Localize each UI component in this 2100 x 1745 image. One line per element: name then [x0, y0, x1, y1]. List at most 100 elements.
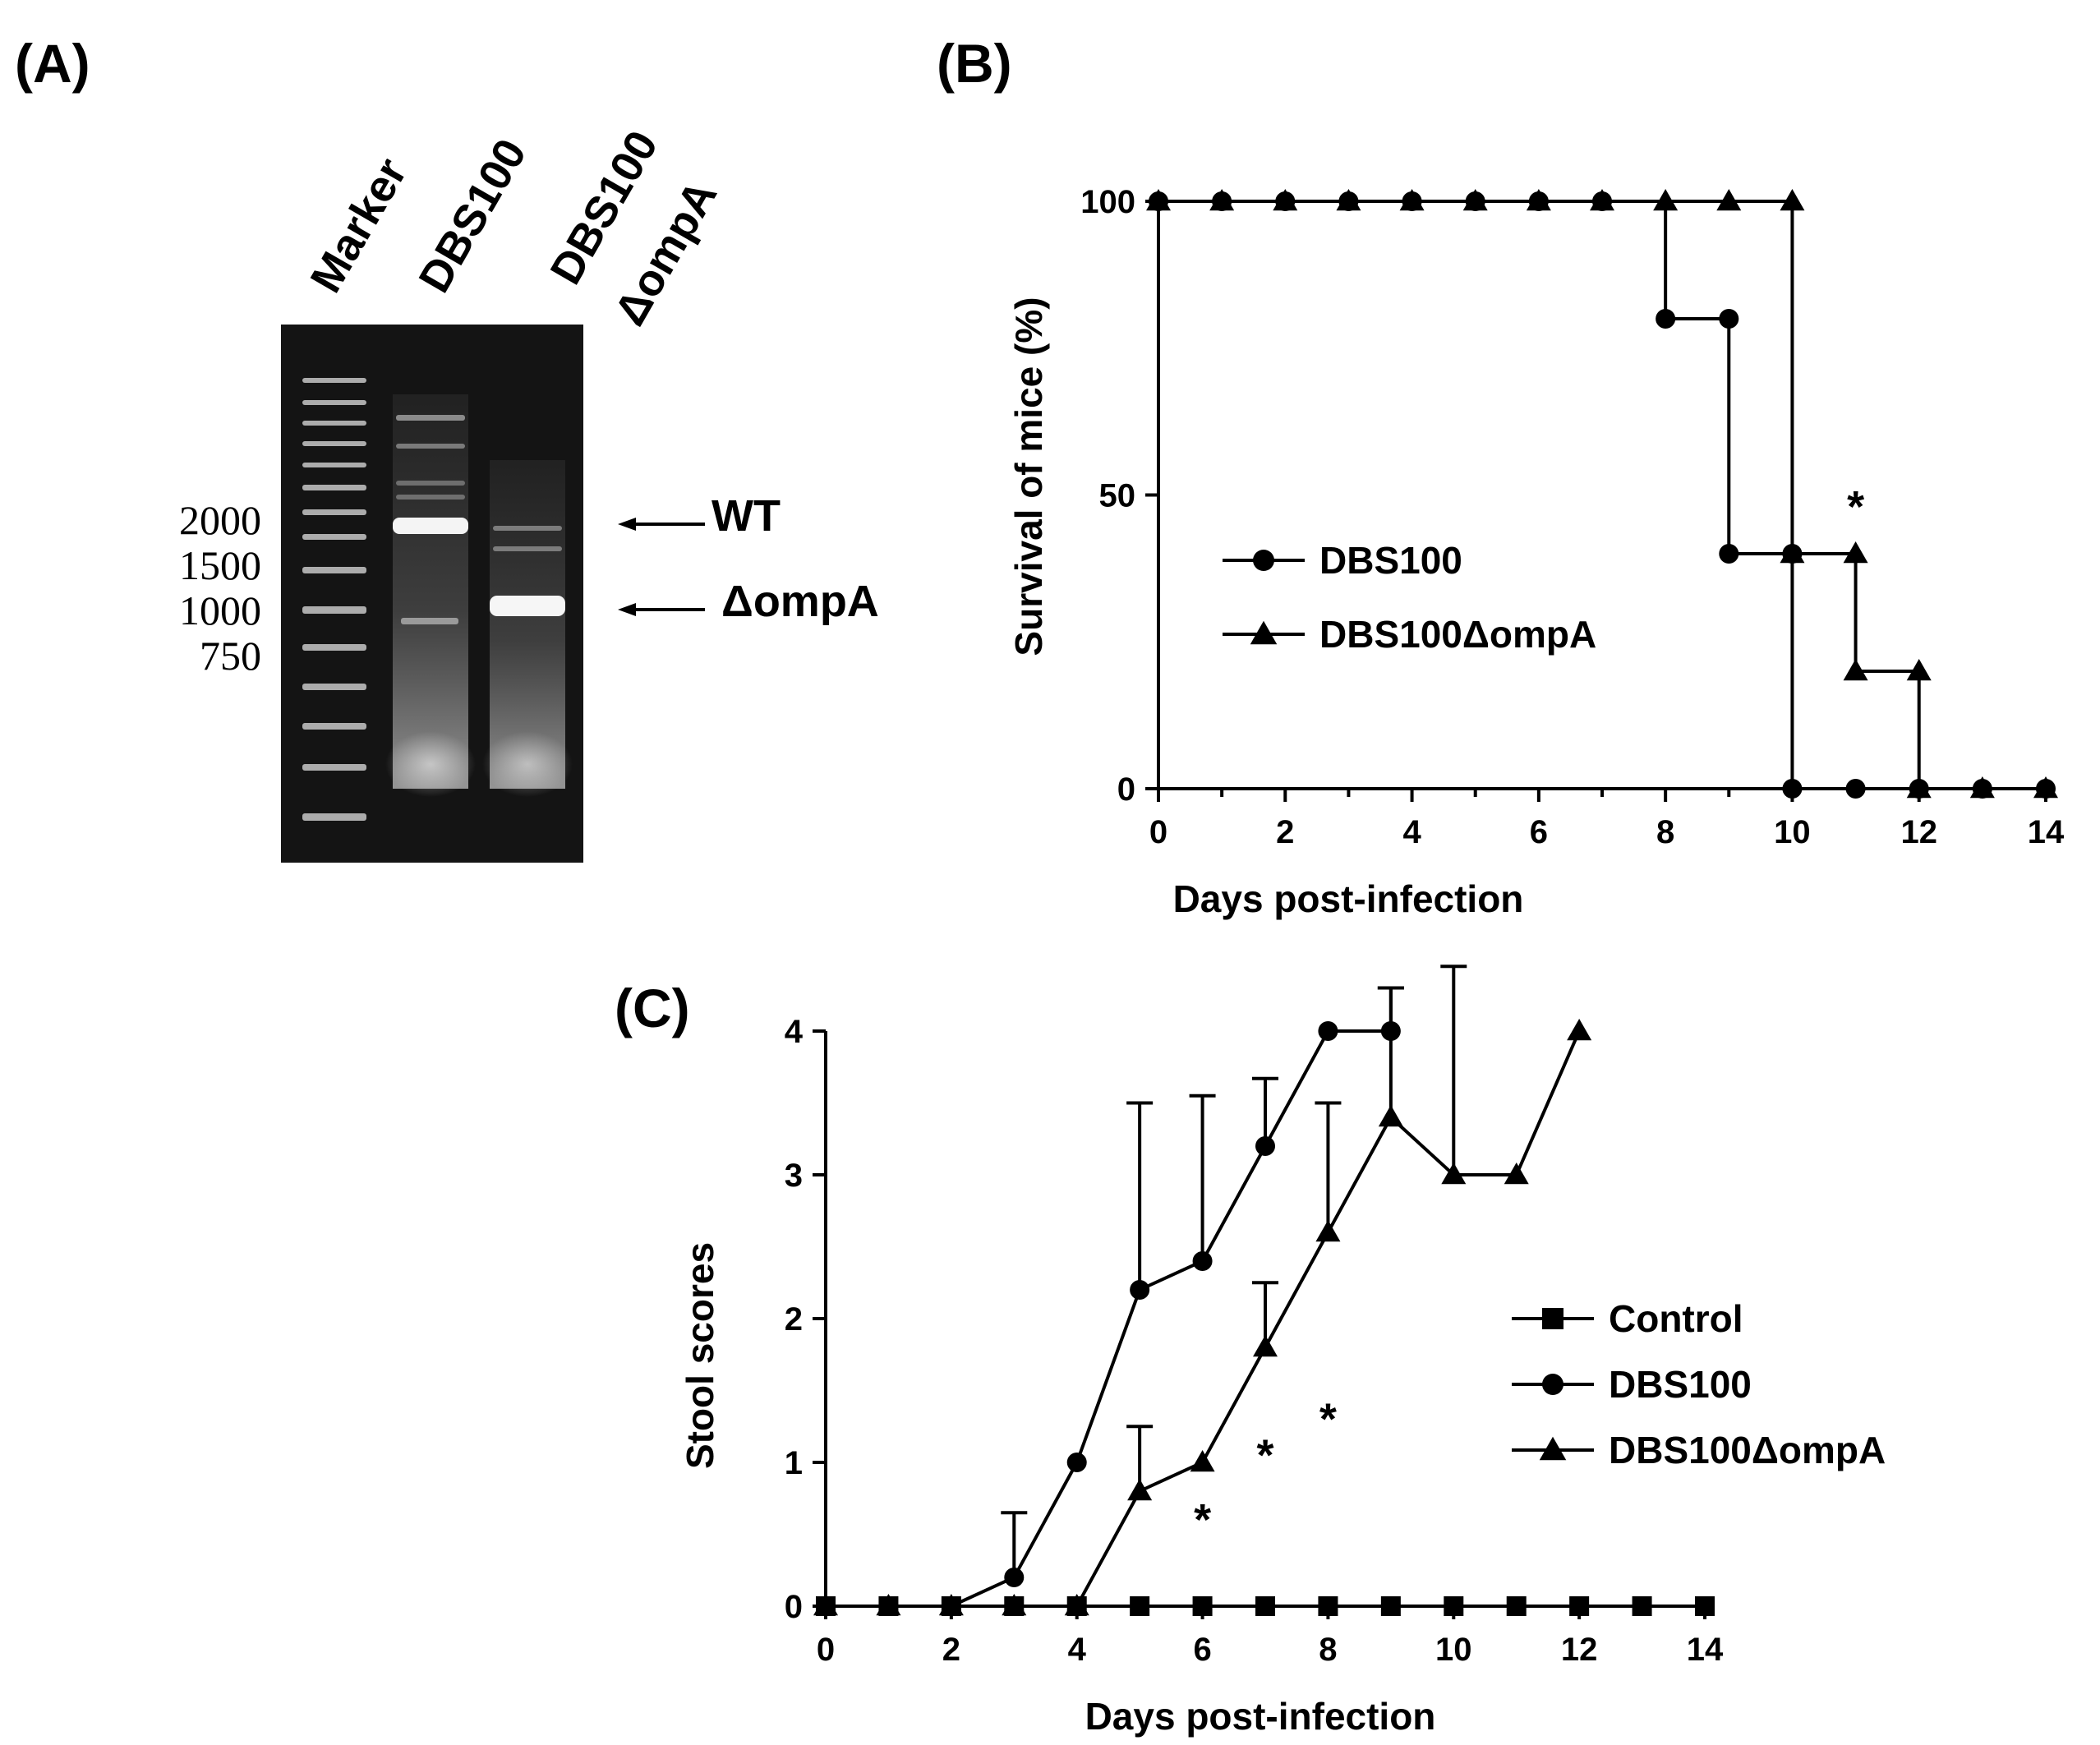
legend-marker: [1542, 1308, 1563, 1329]
lane-label-marker: Marker: [301, 150, 417, 301]
legend-marker: [1250, 620, 1278, 645]
data-point: [1444, 1596, 1464, 1616]
y-tick-label: 0: [785, 1589, 803, 1625]
series-line-dbs100-ompa: [1158, 200, 2046, 790]
data-point: [938, 1594, 964, 1616]
data-point: [1192, 1251, 1213, 1271]
x-tick-label: 6: [1193, 1632, 1211, 1668]
panel-c: (C) Stool scores Days post-infection 0 2 4…: [615, 965, 1886, 1738]
data-point: [1441, 1163, 1467, 1185]
data-point: [1315, 1220, 1341, 1242]
data-point: [813, 1594, 838, 1616]
legend-label: Control: [1609, 1297, 1743, 1340]
data-point: [1004, 1568, 1025, 1587]
y-tick-label: 1: [785, 1445, 803, 1481]
y-tick-label: 2: [785, 1301, 803, 1338]
wt-band: [393, 518, 468, 534]
data-point: [1002, 1594, 1027, 1616]
x-tick-label: 14: [2028, 814, 2065, 850]
wt-arrow: [618, 518, 705, 531]
data-point: [1969, 776, 1995, 799]
data-point: [1567, 1019, 1592, 1041]
y-tick-label: 100: [1080, 184, 1135, 220]
data-point: [1130, 1280, 1150, 1300]
ompa-arrow: [618, 603, 705, 616]
data-point: [1845, 779, 1866, 799]
x-tick-label: 2: [1276, 814, 1294, 850]
data-point: [1843, 659, 1868, 681]
data-point: [1190, 1450, 1215, 1472]
data-point: [1130, 1596, 1150, 1616]
x-tick-label: 8: [1656, 814, 1674, 850]
data-point: [1656, 309, 1676, 329]
data-point: [1526, 189, 1551, 211]
panel-b-label: (B): [937, 33, 1012, 94]
data-point: [1273, 189, 1298, 211]
data-point: [1716, 189, 1742, 211]
data-point: [1782, 779, 1803, 799]
data-point: [876, 1594, 901, 1616]
x-axis-title: Days post-infection: [1085, 1695, 1436, 1738]
legend-label: DBS100ΔompA: [1609, 1429, 1886, 1471]
x-tick-label: 14: [1687, 1632, 1724, 1668]
data-point: [1906, 659, 1932, 681]
marker-size-1500: 1500: [179, 542, 261, 588]
data-point: [1590, 189, 1614, 211]
legend: Control DBS100 DBS100ΔompA: [1512, 1297, 1886, 1471]
x-tick-label: 0: [1149, 814, 1167, 850]
stool-chart: Stool scores Days post-infection 0 2 4 6 8 10…: [679, 965, 1886, 1738]
data-point: [1719, 309, 1739, 329]
data-point: [1653, 189, 1679, 211]
legend: DBS100 DBS100ΔompA: [1223, 539, 1596, 656]
x-tick-label: 10: [1435, 1632, 1472, 1668]
significance-marker: *: [1256, 1430, 1273, 1480]
legend-label: DBS100: [1319, 539, 1462, 582]
legend-label: DBS100: [1609, 1363, 1752, 1406]
x-tick-label: 10: [1774, 814, 1811, 850]
data-point: [1399, 189, 1425, 211]
data-point: [1695, 1596, 1715, 1616]
wt-band-label: WT: [712, 491, 781, 541]
x-tick-label: 4: [1068, 1632, 1087, 1668]
data-point: [1378, 1105, 1403, 1127]
x-tick-label: 12: [1900, 814, 1937, 850]
data-point: [2033, 776, 2058, 799]
data-point: [1780, 189, 1805, 211]
x-tick-label: 8: [1319, 1632, 1337, 1668]
data-point: [1906, 776, 1932, 799]
data-point: [1462, 189, 1488, 211]
y-axis-title: Stool scores: [679, 1242, 721, 1469]
data-point: [1632, 1596, 1652, 1616]
data-point: [1380, 1596, 1401, 1616]
marker-size-2000: 2000: [179, 497, 261, 543]
ompa-lane: [482, 460, 573, 797]
data-point: [1255, 1136, 1275, 1156]
data-point: [1209, 189, 1235, 211]
y-tick-label: 0: [1117, 771, 1135, 808]
data-point: [1318, 1596, 1338, 1616]
dbs100-lane: [385, 394, 476, 797]
data-point: [1127, 1479, 1153, 1501]
panel-c-label: (C): [615, 978, 690, 1038]
panel-a-label: (A): [15, 33, 90, 94]
data-point: [1255, 1596, 1275, 1616]
lane-label-dbs100: DBS100: [409, 131, 536, 301]
significance-marker: *: [1847, 482, 1864, 532]
x-tick-label: 4: [1402, 814, 1421, 850]
ompa-band-label: ΔompA: [721, 577, 879, 626]
data-point: [1253, 1335, 1278, 1357]
y-tick-label: 4: [785, 1014, 804, 1050]
x-tick-label: 0: [817, 1632, 835, 1668]
survival-chart: Survival of mice (%) Days post-infection…: [1007, 184, 2065, 920]
legend-marker: [1253, 550, 1274, 571]
legend-marker: [1539, 1436, 1567, 1461]
data-point: [1569, 1596, 1590, 1616]
y-tick-label: 50: [1099, 478, 1136, 514]
data-point: [1504, 1163, 1529, 1185]
x-tick-label: 6: [1530, 814, 1548, 850]
series-line-dbs100: [826, 1029, 1391, 1608]
marker-size-1000: 1000: [179, 587, 261, 633]
data-point: [1146, 189, 1171, 211]
data-point: [1506, 1596, 1527, 1616]
